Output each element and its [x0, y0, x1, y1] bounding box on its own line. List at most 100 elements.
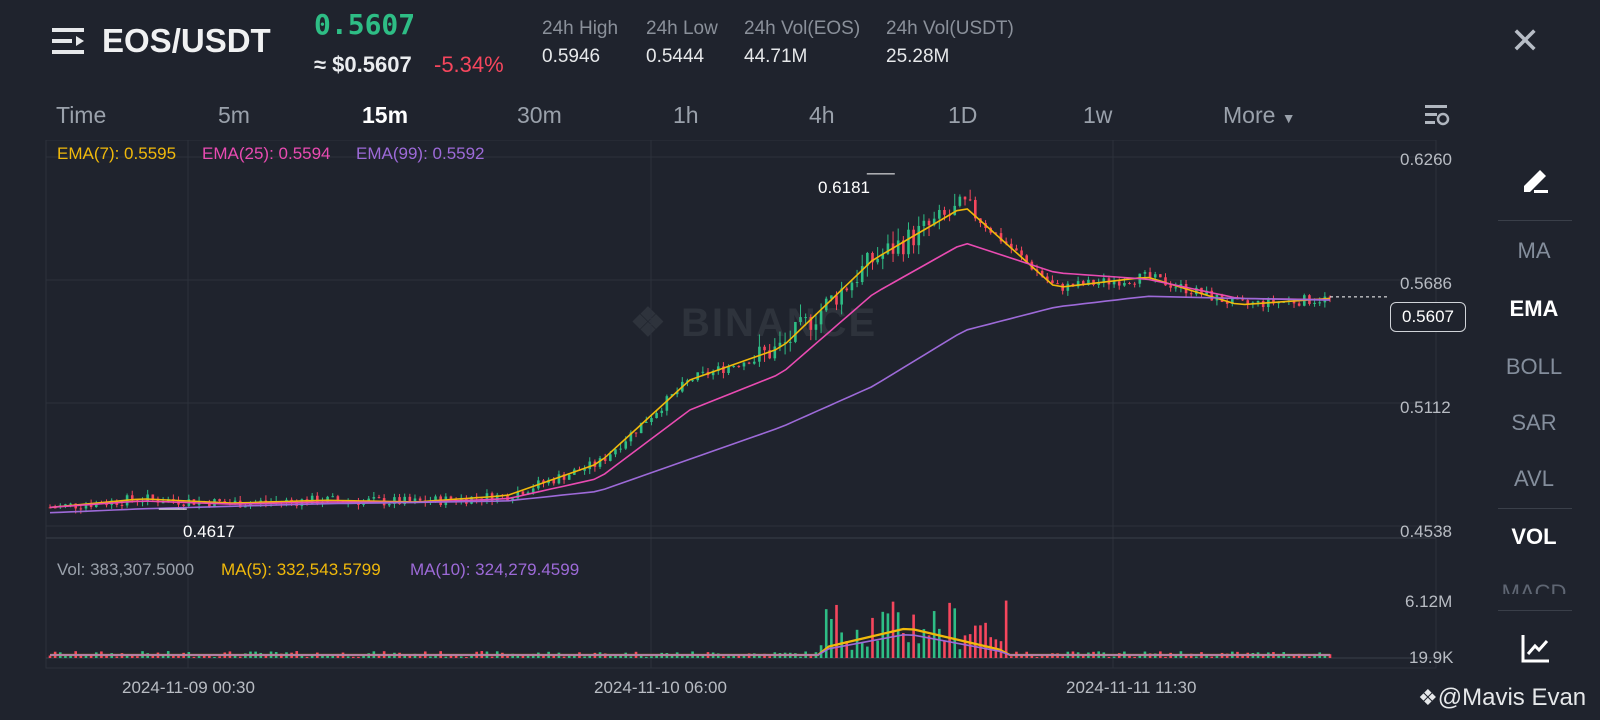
indicator-ema[interactable]: EMA: [1509, 296, 1559, 321]
tab-30m[interactable]: 30m: [517, 102, 562, 128]
volume-bar: [115, 656, 119, 658]
indicator-ma[interactable]: MA: [1517, 238, 1551, 263]
tab-4h[interactable]: 4h: [809, 102, 835, 128]
candle-body: [1297, 303, 1301, 306]
candle-body: [1169, 285, 1172, 288]
indicator-boll[interactable]: BOLL: [1505, 354, 1563, 379]
candle-body: [105, 504, 108, 506]
indicator-sar[interactable]: SAR: [1511, 410, 1557, 435]
menu-icon[interactable]: [52, 26, 86, 58]
candle-body: [840, 288, 843, 305]
volume-bar: [840, 632, 843, 658]
volume-bar: [516, 654, 520, 658]
volume-bar: [434, 655, 437, 658]
tab-1d[interactable]: 1D: [948, 102, 978, 128]
candle-body: [64, 504, 67, 506]
candle-body: [1210, 290, 1214, 301]
volume-ma-line: [50, 633, 1330, 656]
volume-bar: [1020, 654, 1023, 658]
credit-text: @Mavis Evan: [1437, 684, 1587, 711]
candle-body: [758, 346, 761, 362]
candle-body: [208, 501, 211, 507]
volume-bar: [809, 656, 813, 658]
volume-bar: [506, 655, 509, 658]
candle-body: [1164, 277, 1167, 286]
volume-bar: [958, 649, 962, 658]
tab-1h[interactable]: 1h: [673, 102, 699, 128]
candle-body: [968, 199, 972, 201]
tab-5m[interactable]: 5m: [218, 102, 250, 128]
volume-bar: [1205, 654, 1208, 658]
candle-body: [69, 503, 72, 505]
candle-body: [650, 418, 653, 422]
legend-ma5: MA(5): 332,543.5799: [221, 560, 381, 579]
volume-bar: [722, 656, 725, 658]
candle-body: [1272, 298, 1275, 304]
chart-settings-icon[interactable]: [1424, 102, 1450, 128]
candle-body: [794, 321, 797, 342]
legend-ema99: EMA(99): 0.5592: [356, 144, 485, 163]
low-price-annotation: 0.4617: [183, 522, 235, 541]
candle-body: [645, 421, 648, 423]
candle-body: [711, 371, 715, 376]
candle-body: [943, 209, 946, 215]
volume-bar: [1277, 655, 1280, 658]
tab-15m[interactable]: 15m: [362, 102, 409, 128]
volume-bar: [362, 655, 365, 658]
volume-bar: [732, 656, 735, 658]
candle-body: [156, 498, 160, 503]
candlestick-chart[interactable]: [0, 140, 1470, 702]
candle-body: [696, 372, 700, 381]
tab-time[interactable]: Time: [56, 102, 107, 128]
volume-bar: [1040, 656, 1044, 658]
volume-bar: [1215, 656, 1219, 658]
pair-title[interactable]: EOS/USDT: [102, 22, 271, 59]
indicator-macd[interactable]: MACD: [1501, 580, 1567, 594]
stat-value-24h-high: 0.5946: [542, 46, 601, 67]
candle-body: [1123, 283, 1126, 286]
candle-body: [1051, 280, 1054, 284]
volume-bar: [824, 609, 828, 658]
candle-body: [1159, 274, 1162, 278]
volume-bar: [377, 655, 381, 658]
candle-body: [490, 493, 494, 502]
tab-more[interactable]: More ▼: [1223, 102, 1296, 129]
candle-body: [876, 258, 879, 263]
legend-ema25: EMA(25): 0.5594: [202, 144, 331, 163]
indicator-vol[interactable]: VOL: [1511, 524, 1557, 549]
candle-body: [403, 496, 406, 505]
tab-1w[interactable]: 1w: [1083, 102, 1113, 128]
volume-bar: [680, 655, 684, 658]
binance-logo-icon: ❖: [1418, 685, 1438, 710]
candle-body: [233, 500, 237, 504]
volume-bar: [629, 656, 633, 658]
candle-body: [1015, 248, 1018, 251]
candle-body: [1128, 283, 1131, 285]
candle-body: [722, 366, 725, 374]
candle-body: [737, 365, 741, 367]
volume-bar: [917, 643, 921, 658]
pencil-icon[interactable]: [1520, 164, 1552, 196]
candle-body: [752, 361, 756, 364]
indicator-avl[interactable]: AVL: [1514, 466, 1554, 491]
close-icon[interactable]: ✕: [1510, 20, 1541, 61]
candle-body: [1189, 293, 1193, 295]
volume-bar: [609, 654, 612, 658]
volume-bar: [151, 654, 155, 658]
candle-body: [927, 220, 931, 226]
volume-bar: [1241, 655, 1244, 658]
candle-body: [557, 474, 561, 484]
candle-body: [1025, 255, 1029, 262]
candle-body: [953, 205, 957, 216]
candle-body: [244, 506, 247, 508]
volume-bar: [948, 602, 951, 658]
volume-bar: [830, 618, 833, 658]
chart-type-icon[interactable]: [1520, 632, 1552, 664]
candle-body: [624, 441, 628, 449]
candle-body: [1231, 298, 1234, 304]
candle-body: [542, 480, 545, 484]
candle-body: [1076, 281, 1080, 287]
volume-bar: [84, 655, 88, 658]
volume-bar: [871, 617, 874, 658]
volume-bar: [1210, 656, 1214, 658]
